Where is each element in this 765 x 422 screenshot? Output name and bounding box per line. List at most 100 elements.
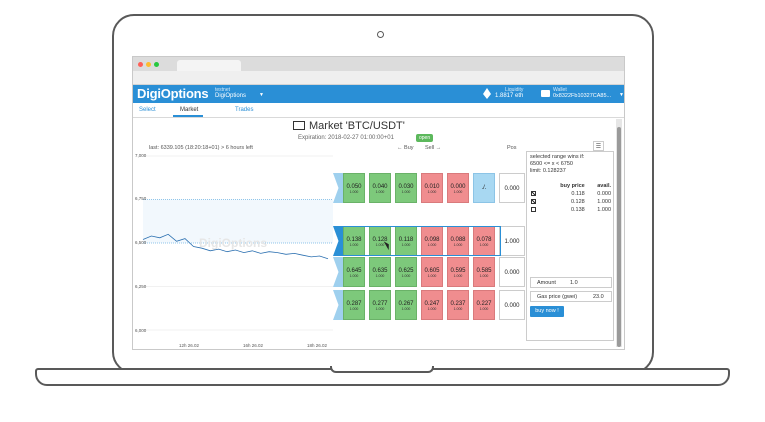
buy-price-cell[interactable]: 0.030 1.000 xyxy=(395,173,417,203)
app-logo[interactable]: DigiOptions xyxy=(137,86,209,101)
liquidity-label: Liquidity xyxy=(505,87,524,93)
cell-price: 0.277 xyxy=(372,301,388,307)
cell-quantity: 1.000 xyxy=(349,307,359,311)
sell-price-cell[interactable]: 0.237 1.000 xyxy=(447,290,469,320)
cell-price: 0.000 xyxy=(450,184,466,190)
cell-price: 0.030 xyxy=(398,184,414,190)
ethereum-icon-bottom xyxy=(483,94,491,99)
sell-price-cell[interactable]: 0.010 1.000 xyxy=(421,173,443,203)
sell-price-cell[interactable]: 0.605 1.000 xyxy=(421,257,443,287)
buy-price-cell[interactable]: 0.138 1.000 xyxy=(343,226,365,256)
ethereum-icon xyxy=(483,88,491,94)
range-arrow[interactable] xyxy=(333,173,343,203)
position-column-label: Pos xyxy=(507,145,517,151)
active-tab-indicator xyxy=(173,115,203,117)
cell-quantity: 1.000 xyxy=(479,243,489,247)
buy-price-cell[interactable]: 0.040 1.000 xyxy=(369,173,391,203)
sell-price-cell[interactable]: 0.000 1.000 xyxy=(447,173,469,203)
checkbox-checked-icon[interactable] xyxy=(531,190,536,196)
network-selector[interactable]: testnet DigiOptions xyxy=(215,87,246,99)
sell-price-cell[interactable]: 0.595 1.000 xyxy=(447,257,469,287)
buy-price-cell: 0.128 xyxy=(570,199,585,205)
y-tick: 6,500 xyxy=(135,240,147,245)
y-tick: 7,000 xyxy=(135,153,147,158)
cell-quantity: 1.000 xyxy=(453,190,463,194)
buy-price-cell: 0.118 xyxy=(571,191,585,197)
wallet-address: 0x8322Fb10327CA85... xyxy=(553,93,612,99)
position-cell: 0.000 xyxy=(499,257,525,287)
buy-price-cell[interactable]: 0.118 1.000 xyxy=(395,226,417,256)
buy-price-cell[interactable]: 0.645 1.000 xyxy=(343,257,365,287)
col-check xyxy=(530,182,542,190)
table-row: 0.128 1.000 xyxy=(530,198,612,206)
buy-price-cell[interactable]: 0.050 1.000 xyxy=(343,173,365,203)
tab-select[interactable]: Select xyxy=(139,107,156,113)
cell-price: 0.595 xyxy=(450,268,466,274)
x-tick: 18h 26.02 xyxy=(307,343,328,348)
cell-quantity: 1.000 xyxy=(453,274,463,278)
buy-price-cell[interactable]: 0.128 1.000 xyxy=(369,226,391,256)
cell-quantity: 1.000 xyxy=(375,243,385,247)
amount-field[interactable]: Amount 1.0 xyxy=(530,277,612,288)
buy-price-cell[interactable]: 0.635 1.000 xyxy=(369,257,391,287)
tab-market[interactable]: Market xyxy=(180,107,199,113)
panel-limit: limit: 0.128237 xyxy=(530,168,566,174)
range-arrow[interactable]: 2 xyxy=(333,226,343,256)
sell-price-cell[interactable]: 0.227 1.000 xyxy=(473,290,495,320)
chevron-down-icon[interactable]: ▼ xyxy=(259,92,264,98)
menu-icon[interactable]: ☰ xyxy=(593,141,604,151)
price-chart-svg xyxy=(142,155,333,331)
sell-price-cell[interactable]: 0.585 1.000 xyxy=(473,257,495,287)
sell-column-label: Sell → xyxy=(425,145,442,151)
checkbox-unchecked-icon[interactable] xyxy=(531,206,536,212)
maximize-window-icon[interactable] xyxy=(154,62,159,67)
table-row: 0.138 1.000 xyxy=(530,206,612,214)
cell-placeholder: ./. xyxy=(481,185,487,191)
wallet-selector[interactable]: Wallet 0x8322Fb10327CA85... xyxy=(553,87,611,99)
sell-price-cell[interactable]: 0.098 1.000 xyxy=(421,226,443,256)
col-avail: avail. xyxy=(597,183,611,189)
buy-price-cell: 0.138 xyxy=(570,207,585,213)
address-bar[interactable] xyxy=(133,71,624,85)
range-index: 2 xyxy=(335,237,338,243)
cell-price: 0.227 xyxy=(476,301,492,307)
buy-price-cell[interactable]: 0.287 1.000 xyxy=(343,290,365,320)
buy-price-cell[interactable]: 0.277 1.000 xyxy=(369,290,391,320)
buy-price-cell[interactable]: 0.267 1.000 xyxy=(395,290,417,320)
table-row: 0.118 0.000 xyxy=(530,190,612,198)
x-tick: 16h 26.02 xyxy=(243,343,264,348)
scrollbar-thumb[interactable] xyxy=(617,127,621,347)
range-arrow[interactable] xyxy=(333,290,343,320)
buy-column-label: ← Buy xyxy=(397,145,414,151)
cell-price: 0.585 xyxy=(476,268,492,274)
liquidity-value: 1.8817 eth xyxy=(495,93,524,99)
chevron-down-icon[interactable]: ▼ xyxy=(619,92,624,98)
minimize-window-icon[interactable] xyxy=(146,62,151,67)
cell-price: 0.625 xyxy=(398,268,414,274)
gas-price-field[interactable]: Gas price (gwei) 23.0 xyxy=(530,291,612,302)
cell-quantity: 1.000 xyxy=(401,190,411,194)
browser-tab[interactable] xyxy=(177,60,241,71)
cell-price: 0.645 xyxy=(346,268,362,274)
sell-price-cell[interactable]: 0.247 1.000 xyxy=(421,290,443,320)
cell-price: 0.118 xyxy=(398,237,414,243)
sell-price-cell[interactable]: 0.078 1.000 xyxy=(473,226,495,256)
checkbox-checked-icon[interactable] xyxy=(531,198,536,204)
cell-quantity: 1.000 xyxy=(349,190,359,194)
buy-price-cell[interactable]: 0.625 1.000 xyxy=(395,257,417,287)
tab-trades[interactable]: Trades xyxy=(235,107,254,113)
cell-price: 0.635 xyxy=(372,268,388,274)
range-arrow[interactable] xyxy=(333,257,343,287)
cell-price: 0.040 xyxy=(372,184,388,190)
cell-quantity: 1.000 xyxy=(427,190,437,194)
y-tick: 6,000 xyxy=(135,328,147,333)
cell-price: 0.078 xyxy=(476,237,492,243)
market-title: Market 'BTC/USDT' xyxy=(309,120,405,132)
buy-now-button[interactable]: buy now ! xyxy=(530,306,564,317)
cell-quantity: 1.000 xyxy=(401,243,411,247)
laptop-notch xyxy=(330,366,434,373)
close-window-icon[interactable] xyxy=(138,62,143,67)
amount-label: Amount xyxy=(537,280,556,286)
sell-price-cell[interactable]: 0.088 1.000 xyxy=(447,226,469,256)
app-header: DigiOptions testnet DigiOptions ▼ Liquid… xyxy=(133,85,624,103)
